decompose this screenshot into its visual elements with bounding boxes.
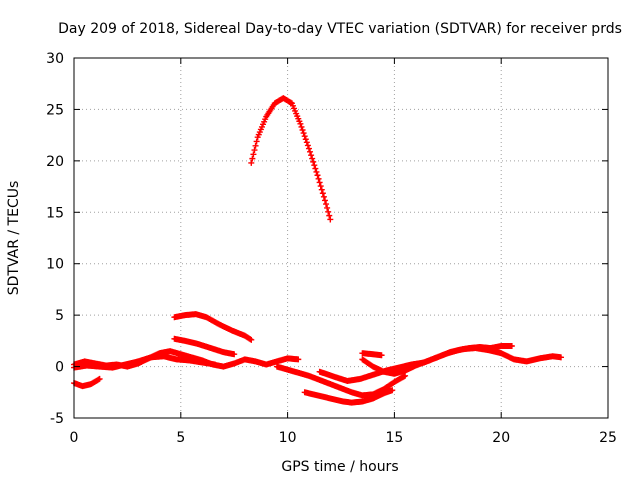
data-point [311,162,318,169]
y-tick-label: 30 [46,51,64,67]
series-arc-mid [171,335,238,358]
data-point [317,183,324,190]
series-arc-peak [248,95,334,223]
y-tick-label: 25 [46,102,64,118]
data-point [248,336,255,343]
y-tick-label: 0 [55,360,64,376]
y-tick-label: 20 [46,154,64,170]
data-point [248,159,255,166]
data-point [326,212,333,219]
y-tick-label: 5 [55,308,64,324]
data-point [558,354,565,361]
data-point [312,165,319,172]
data-point [304,142,311,149]
data-point [323,201,330,208]
series-arc-short [359,350,385,359]
data-point [389,387,396,394]
series-arc-right-b [359,343,515,377]
data-point [320,193,327,200]
data-point [299,127,306,133]
data-point [301,133,308,140]
data-point [249,155,256,162]
data-point [307,148,314,155]
data-point [324,204,331,211]
data-point [327,216,334,223]
data-point [315,175,322,182]
series-arc-baseline-b [71,353,218,371]
data-point [318,186,325,193]
data-point [297,120,304,127]
x-tick-label: 5 [176,430,185,446]
data-point [96,375,103,382]
data-point [305,145,312,152]
data-point [211,361,218,368]
y-tick-label: 15 [46,205,64,221]
series-arc-dip-left [71,375,103,390]
x-tick-label: 15 [385,430,403,446]
data-point [402,372,409,379]
data-point [303,139,310,146]
x-tick-label: 25 [599,430,617,446]
data-point [253,138,260,145]
data-point [309,155,316,162]
data-point [250,151,257,158]
data-point [295,356,302,363]
series-arc-right-a [316,345,565,384]
tick-layer: 0 5 10 15 20 25 -5 0 5 10 15 20 25 30 [46,51,617,446]
x-axis-label: GPS time / hours [281,459,398,475]
data-point [321,197,328,204]
data-point [508,343,515,349]
data-point [308,152,315,159]
data-point [231,351,238,358]
data-point [310,158,317,165]
chart-title: Day 209 of 2018, Sidereal Day-to-day VTE… [58,21,622,37]
data-point [325,208,332,215]
x-tick-label: 20 [492,430,510,446]
data-layer [71,95,565,406]
y-tick-label: 10 [46,257,64,273]
series-arc-descending [273,363,409,399]
data-point [300,130,307,137]
y-tick-label: -5 [50,411,64,427]
series-arc-hump [171,311,255,343]
plot-frame [73,57,609,419]
x-tick-label: 0 [70,430,79,446]
data-point [252,142,259,149]
data-point [316,179,323,186]
data-point [378,352,385,359]
data-point [319,190,326,197]
series-arc-lowest [301,387,396,406]
data-point [251,147,258,154]
data-point [298,123,305,130]
data-point [314,172,321,179]
grid-layer [74,58,608,418]
data-point [302,136,309,143]
x-tick-label: 10 [279,430,297,446]
data-point [313,168,320,175]
y-axis-label: SDTVAR / TECUs [6,181,22,296]
